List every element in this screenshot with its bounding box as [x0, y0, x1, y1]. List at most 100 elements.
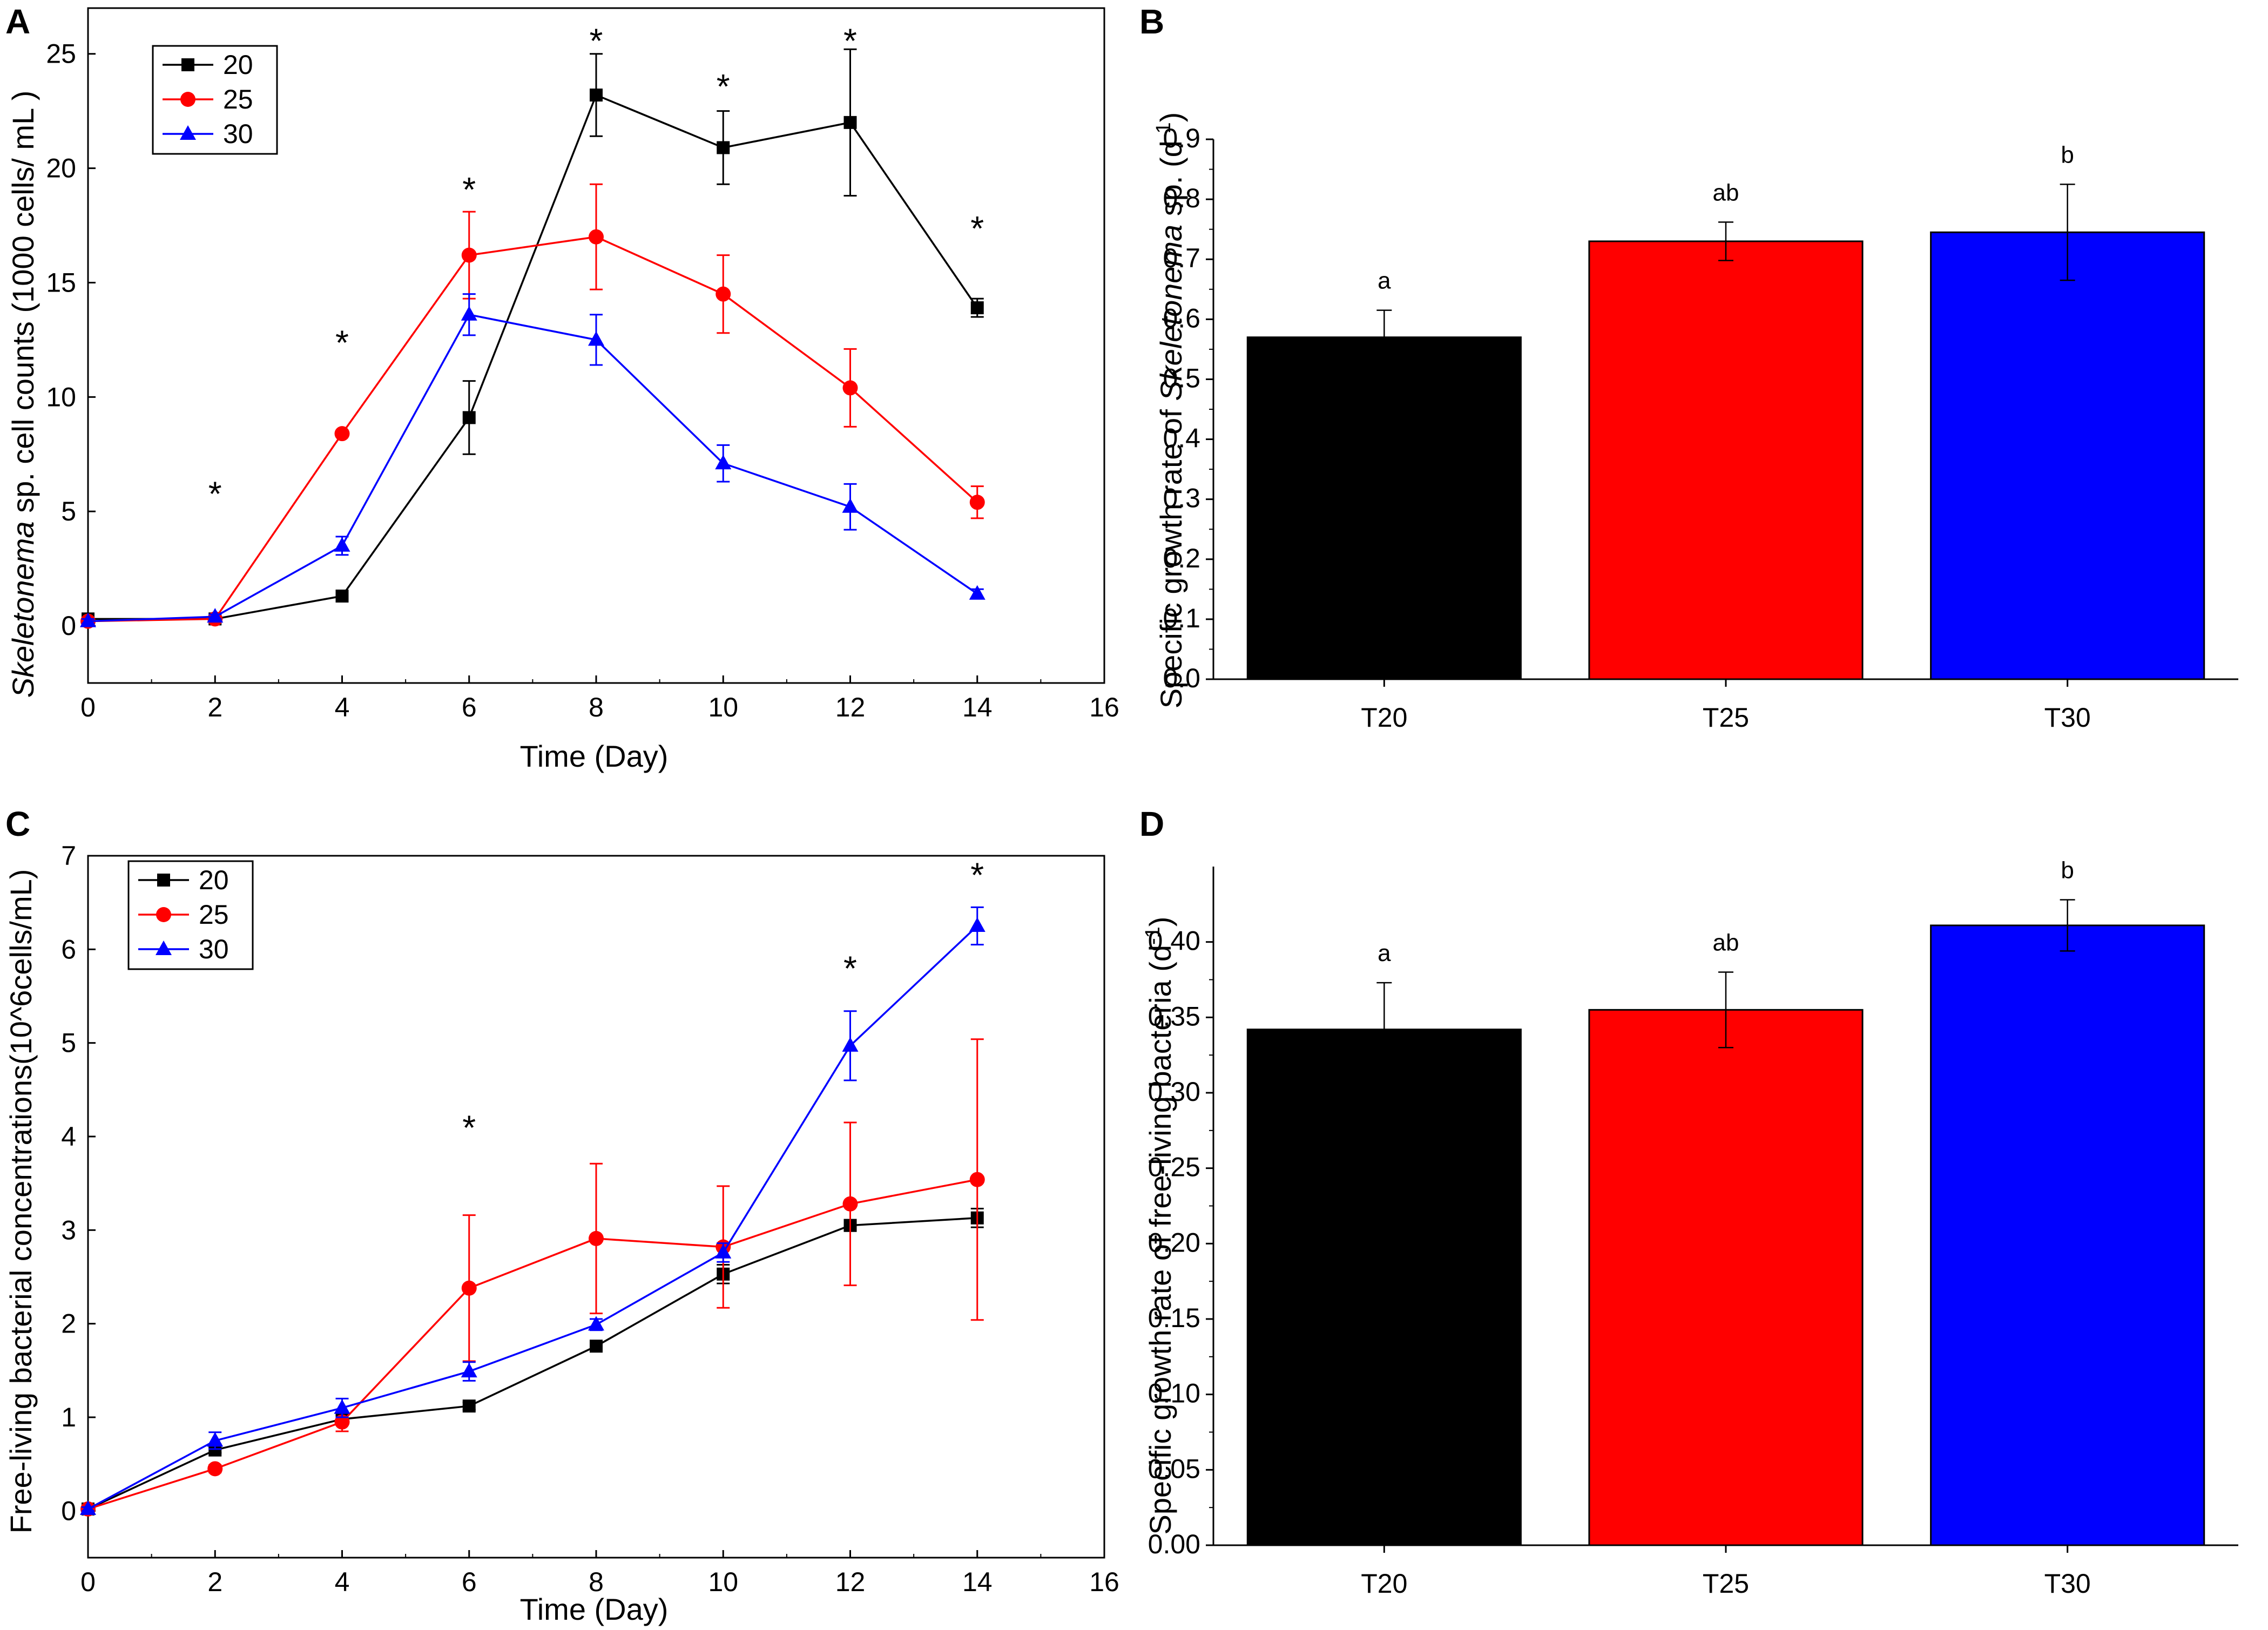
significance-letter: b: [2061, 857, 2074, 883]
significance-letter: b: [2061, 141, 2074, 168]
data-point-20: [843, 116, 857, 129]
data-point-30: [334, 537, 350, 552]
legend-label-30: 30: [199, 934, 229, 964]
data-point-25: [461, 1280, 477, 1296]
data-point-25: [842, 380, 858, 396]
x-tick-label: 2: [207, 692, 222, 722]
data-point-30: [80, 1500, 96, 1515]
y-tick-label: 0.9: [1163, 123, 1200, 153]
legend-label-25: 25: [199, 899, 229, 930]
bar-T30: [1930, 231, 2205, 680]
y-tick-label: 0.10: [1148, 1378, 1200, 1409]
data-point-30: [715, 455, 732, 470]
panel-a-legend: 20 25 30: [152, 45, 278, 155]
series-30: [80, 293, 986, 627]
significance-star: *: [462, 1108, 476, 1147]
panel-d-plot-area: 0.00 0.05 0.10 0.15 0.20 0.25 0.30 0.35 0.40 T20 a…: [1148, 857, 2238, 1599]
y-tick-label: 6: [61, 934, 76, 964]
data-point-25: [461, 247, 477, 263]
y-tick-label: 25: [46, 39, 76, 69]
data-point-30: [588, 331, 604, 346]
data-point-25: [842, 1196, 858, 1212]
series-25: [80, 1038, 985, 1517]
y-tick-label: 0.25: [1148, 1152, 1200, 1182]
significance-star: *: [843, 949, 857, 988]
y-tick-label: 5: [61, 496, 76, 526]
y-tick-label: 1: [61, 1402, 76, 1432]
y-tick-label: 3: [61, 1215, 76, 1245]
data-point-30: [969, 585, 986, 600]
panel-letter-d: D: [1139, 804, 1164, 843]
y-tick-label: 0.6: [1163, 303, 1200, 333]
x-tick-label: 0: [80, 692, 96, 722]
y-tick-label: 0.40: [1148, 926, 1200, 956]
y-axis-title-part: sp. cell counts (1000 cells/ mL ): [6, 91, 40, 522]
x-tick-label: 14: [962, 692, 993, 722]
y-tick-label: 0.0: [1163, 663, 1200, 693]
panel-letter-b: B: [1139, 2, 1164, 41]
legend-label-20: 20: [199, 865, 229, 895]
data-point-30: [588, 1316, 604, 1331]
data-point-30: [461, 306, 477, 321]
data-point-30: [969, 917, 986, 932]
y-tick-label: 4: [61, 1121, 76, 1152]
y-tick-label: 20: [46, 153, 76, 184]
y-tick-label: 0.4: [1163, 423, 1200, 454]
x-tick-label: 16: [1089, 692, 1119, 722]
y-tick-label: 0.35: [1148, 1001, 1200, 1031]
legend-label-25: 25: [223, 84, 253, 114]
panel-a-plot-area: 0 2 4 6 8 10 12 14 16 0 5 10 15 20 25 * * * * * * *: [46, 7, 1119, 722]
bar-T30: [1930, 924, 2205, 1546]
data-point-20: [462, 1399, 476, 1413]
data-point-25: [334, 1414, 350, 1430]
y-tick-label: 7: [61, 841, 76, 871]
panel-c-legend: 20 25 30: [127, 860, 254, 970]
data-point-30: [842, 498, 859, 513]
y-tick-label: 2: [61, 1309, 76, 1339]
significance-star: *: [462, 170, 476, 209]
data-point-20: [590, 1340, 603, 1353]
data-point-25: [207, 1461, 223, 1477]
x-tick-label: T30: [2044, 1568, 2091, 1599]
data-point-20: [717, 141, 730, 154]
x-tick-label: 12: [835, 1567, 866, 1597]
x-tick-label: 6: [462, 1567, 477, 1597]
x-tick-label: 2: [207, 1567, 222, 1597]
y-tick-label: 0.00: [1148, 1529, 1200, 1559]
x-tick-label: 8: [589, 1567, 604, 1597]
panel-d-y-axis-title: Specific growth rate of free-living bact…: [1142, 917, 1177, 1535]
bar-T25: [1588, 1009, 1864, 1546]
y-tick-label: 0.8: [1163, 183, 1200, 213]
legend-label-20: 20: [223, 50, 253, 80]
y-tick-label: 15: [46, 267, 76, 297]
data-point-25: [969, 495, 985, 510]
series-line-20: [87, 1217, 977, 1510]
legend-marker-25: [156, 907, 171, 922]
panel-d-bar-chart: D 0.00 0.05 0.10 0.15 0.20 0.25 0.30 0.35 0.40 T2…: [1139, 804, 2238, 1599]
legend-marker-20: [181, 58, 194, 71]
x-tick-label: T20: [1361, 702, 1407, 733]
series-line-30: [87, 313, 978, 623]
panel-c-x-axis-title: Time (Day): [520, 1592, 669, 1626]
significance-letter: a: [1378, 940, 1391, 966]
y-axis-title-part: Skeletonema: [6, 521, 40, 698]
panel-letter-a: A: [5, 2, 30, 41]
y-axis-title-part: -1: [1152, 122, 1175, 140]
y-tick-label: 5: [61, 1028, 76, 1058]
significance-star: *: [843, 21, 857, 60]
data-point-30: [715, 1243, 732, 1259]
legend-marker-20: [157, 874, 170, 887]
y-tick-label: 0.1: [1163, 603, 1200, 633]
y-tick-label: 0.20: [1148, 1227, 1200, 1257]
series-line-20: [88, 93, 978, 620]
y-tick-label: 0.3: [1163, 483, 1200, 513]
legend-marker-30: [156, 941, 172, 955]
significance-star: *: [970, 209, 984, 248]
x-tick-label: 10: [708, 692, 738, 722]
legend-marker-25: [180, 92, 195, 107]
data-point-25: [716, 286, 731, 302]
data-point-25: [589, 1230, 604, 1246]
legend-label-30: 30: [223, 119, 253, 149]
significance-star: *: [335, 323, 349, 362]
